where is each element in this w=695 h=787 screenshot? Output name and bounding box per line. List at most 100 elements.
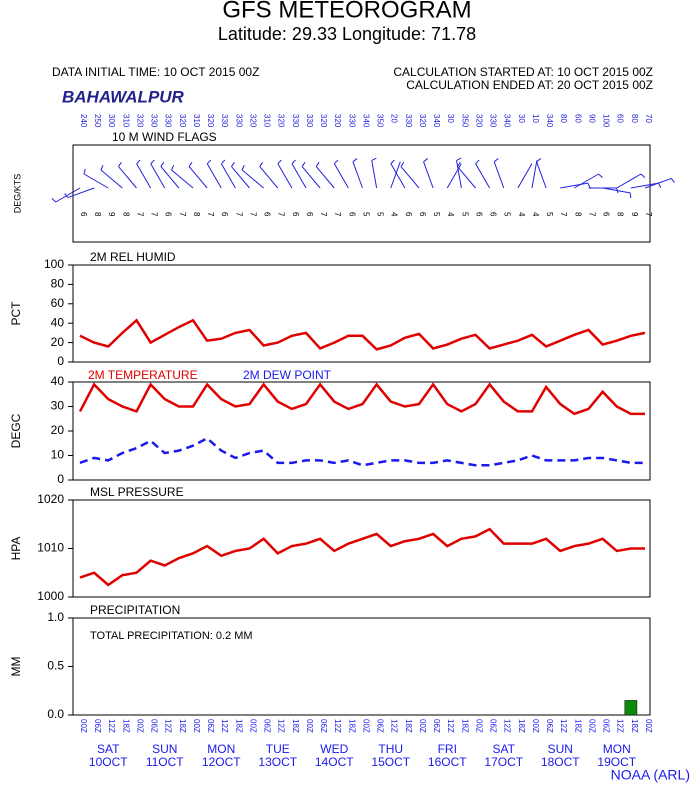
wind-speed-label: 6 [489, 212, 498, 217]
hour-label: 06Z [602, 719, 611, 733]
series-line [79, 436, 645, 467]
y-axis-label: MM [9, 657, 23, 677]
hour-label: 12Z [333, 719, 342, 733]
wind-direction-label: 60 [616, 114, 625, 123]
y-tick-label: 1000 [37, 589, 64, 603]
wind-barb [588, 187, 619, 194]
y-tick-label: 40 [51, 374, 65, 388]
hour-label: 18Z [291, 719, 300, 733]
precip-bar [624, 700, 638, 716]
y-axis-label: DEGC [9, 413, 23, 448]
wind-speed-label: 6 [404, 212, 413, 217]
day-label: MON [207, 742, 235, 756]
wind-speed-label: 8 [573, 212, 582, 217]
wind-barb [333, 159, 349, 189]
hour-label: 12Z [503, 719, 512, 733]
y-tick-label: 20 [51, 335, 65, 349]
wind-direction-label: 340 [361, 114, 370, 128]
wind-speed-label: 8 [616, 212, 625, 217]
hour-label: 06Z [93, 719, 102, 733]
wind-direction-label: 350 [460, 114, 469, 128]
wind-direction-label: 320 [206, 114, 215, 128]
panel-frame [72, 381, 651, 481]
wind-barb [630, 182, 662, 189]
wind-barb [259, 161, 279, 189]
wind-barb [493, 158, 505, 189]
hour-label: 00Z [135, 719, 144, 733]
y-tick-label: 1010 [37, 541, 64, 555]
wind-speed-label: 6 [305, 212, 314, 217]
day-label: MON [603, 742, 631, 756]
wind-barb [150, 159, 166, 189]
wind-speed-label: 4 [517, 212, 526, 217]
panel-frame [72, 144, 651, 243]
wind-direction-label: 330 [347, 114, 356, 128]
wind-barb [531, 160, 538, 189]
hour-label: 12Z [616, 719, 625, 733]
wind-direction-label: 100 [602, 114, 611, 128]
y-axis-label: DEG/KTS [12, 174, 22, 214]
wind-barb [352, 158, 363, 189]
series-line [79, 527, 645, 587]
hour-label: 06Z [432, 719, 441, 733]
wind-speed-label: 6 [602, 212, 611, 217]
wind-direction-label: 340 [432, 114, 441, 128]
wind-barb [602, 187, 632, 199]
wind-direction-label: 330 [489, 114, 498, 128]
y-tick-label: 60 [51, 296, 65, 310]
wind-barb [536, 158, 547, 189]
wind-barb [291, 159, 307, 189]
wind-speed-label: 7 [135, 212, 144, 217]
date-label: 19OCT [597, 755, 636, 769]
hour-label: 18Z [573, 719, 582, 733]
hour-label: 18Z [460, 719, 469, 733]
y-tick-label: 0.0 [47, 707, 64, 721]
wind-speed-label: 5 [376, 212, 385, 217]
wind-speed-label: 7 [333, 212, 342, 217]
wind-barb [136, 159, 152, 189]
panel-frame [72, 499, 651, 598]
wind-speed-label: 5 [460, 212, 469, 217]
wind-barb [231, 161, 250, 189]
hour-label: 00Z [474, 719, 483, 733]
wind-speed-label: 5 [361, 212, 370, 217]
hour-label: 00Z [361, 719, 370, 733]
wind-direction-label: 320 [418, 114, 427, 128]
wind-barb [390, 159, 406, 189]
hour-label: 06Z [206, 719, 215, 733]
wind-direction-label: 320 [333, 114, 342, 128]
station: BAHAWALPUR [62, 87, 185, 106]
wind-barb [51, 187, 81, 203]
wind-speed-label: 8 [121, 212, 130, 217]
y-tick-label: 80 [51, 277, 65, 291]
date-label: 10OCT [89, 755, 128, 769]
wind-speed-label: 7 [234, 212, 243, 217]
y-tick-label: 10 [51, 448, 65, 462]
hour-label: 06Z [150, 719, 159, 733]
hour-label: 12Z [446, 719, 455, 733]
wind-direction-label: 80 [559, 114, 568, 123]
date-label: 17OCT [484, 755, 523, 769]
wind-barb [118, 161, 137, 189]
hour-label: 12Z [277, 719, 286, 733]
hour-label: 06Z [376, 719, 385, 733]
wind-barb [100, 165, 123, 189]
wind-barb [456, 157, 462, 189]
y-axis-label: PCT [9, 301, 23, 326]
y-tick-label: 0 [57, 472, 64, 486]
wind-speed-label: 6 [474, 212, 483, 217]
wind-speed-label: 4 [446, 212, 455, 217]
wind-barb [560, 182, 591, 189]
wind-barb [400, 161, 420, 189]
hour-label: 00Z [644, 719, 653, 733]
wind-direction-label: 330 [220, 114, 229, 128]
legend-entry: 2M DEW POINT [243, 368, 332, 382]
wind-direction-label: 320 [178, 114, 187, 128]
wind-direction-label: 320 [319, 114, 328, 128]
wind-direction-label: 320 [474, 114, 483, 128]
series-line [79, 318, 646, 351]
hour-label: 12Z [220, 719, 229, 733]
hour-label: 12Z [107, 719, 116, 733]
hour-label: 06Z [319, 719, 328, 733]
wind-speed-label: 7 [206, 212, 215, 217]
